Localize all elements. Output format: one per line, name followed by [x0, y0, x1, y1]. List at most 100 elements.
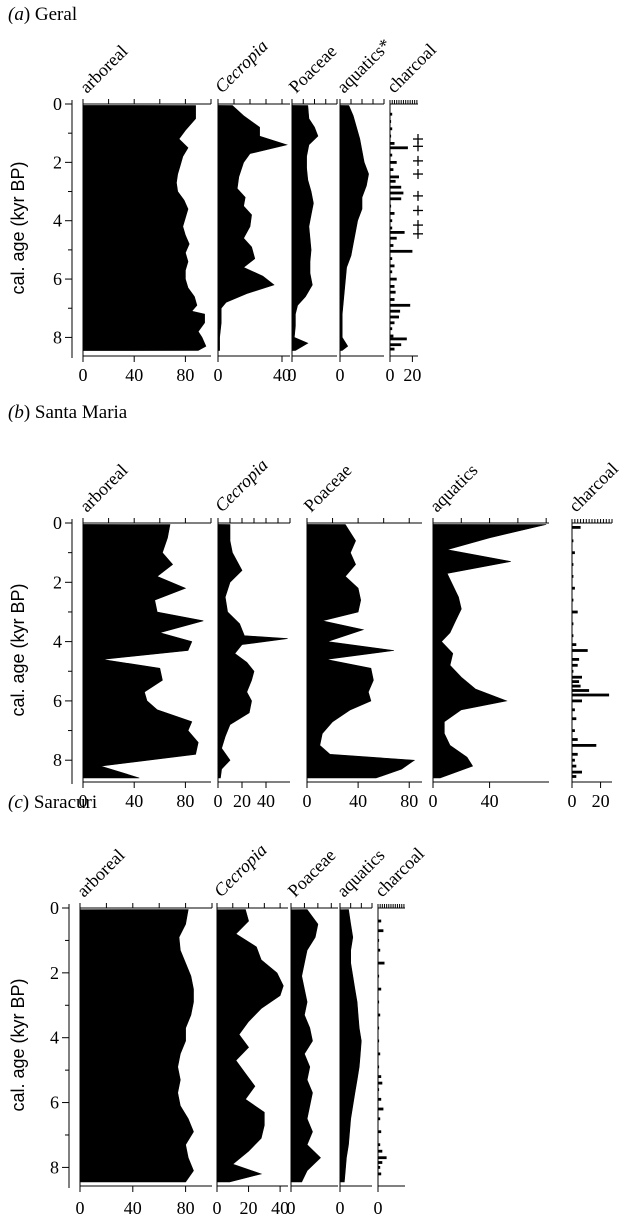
charcoal-bar — [378, 987, 382, 991]
charcoal-bar — [572, 586, 575, 590]
charcoal-bar — [390, 127, 393, 131]
x-tick-label: 0 — [386, 365, 395, 385]
charcoal-bar — [378, 1149, 383, 1153]
column-title: Poaceae — [284, 845, 340, 901]
column-title: Poaceae — [285, 41, 341, 97]
area-aquatics — [339, 105, 369, 351]
charcoal-bar — [390, 142, 395, 145]
charcoal-bar — [390, 315, 399, 319]
charcoal-bar — [390, 236, 397, 240]
x-tick-label: 40 — [124, 1198, 142, 1218]
x-tick-label: 40 — [125, 365, 143, 385]
y-tick-label: 0 — [53, 94, 62, 114]
charcoal-bar — [390, 257, 393, 260]
x-tick-label: 80 — [176, 365, 194, 385]
area-poaceae — [290, 909, 321, 1183]
charcoal-bar — [390, 285, 395, 288]
x-tick-label: 40 — [257, 791, 275, 811]
charcoal-bar — [390, 303, 411, 307]
y-tick-label: 8 — [53, 327, 62, 347]
column-title: Cecropia — [211, 455, 272, 516]
charcoal-bar — [390, 298, 395, 301]
y-tick-label: 6 — [53, 269, 62, 289]
x-tick-label: 40 — [481, 791, 499, 811]
charcoal-bar — [572, 634, 574, 638]
charcoal-bar — [572, 775, 577, 778]
charcoal-bar — [390, 134, 392, 138]
x-tick-label: 0 — [213, 1198, 222, 1218]
column-cecropia: Cecropia 0 20 40 — [210, 840, 289, 1218]
y-tick-label: 4 — [53, 211, 62, 231]
charcoal-bar — [390, 120, 392, 123]
charcoal-bar — [572, 622, 574, 626]
column-title: Cecropia — [210, 840, 271, 901]
panel-title: (c) Saracuri — [8, 792, 97, 813]
area-poaceae — [291, 105, 319, 351]
charcoal-bar — [390, 343, 402, 347]
charcoal-bar — [572, 717, 577, 721]
column-title: Poaceae — [300, 460, 356, 516]
charcoal-bar — [378, 1013, 381, 1017]
column-poaceae: Poaceae 0 — [284, 845, 340, 1218]
panel-santa-maria: (b) Santa Maria cal. age (kyr BP) 0 2 4 6 8 arb… — [8, 402, 622, 811]
column-arboreal: arboreal 0 40 80 — [76, 41, 212, 385]
charcoal-bar — [390, 204, 392, 208]
charcoal-bar — [378, 1107, 384, 1111]
y-axis-label: cal. age (kyr BP) — [8, 161, 28, 294]
area-aquatics — [339, 909, 362, 1183]
charcoal-bar — [378, 919, 382, 923]
charcoal-bar — [390, 168, 394, 171]
x-tick-label: 80 — [176, 791, 194, 811]
charcoal-bar — [390, 146, 408, 150]
charcoal-bar — [572, 649, 588, 652]
charcoal-bar — [390, 290, 396, 294]
charcoal-bar — [378, 929, 384, 933]
charcoal-bar — [390, 161, 397, 164]
charcoal-bar — [572, 643, 577, 646]
x-tick-label: 80 — [400, 791, 418, 811]
charcoal-bar — [378, 1172, 382, 1176]
column-title: aquatics* — [333, 35, 395, 97]
column-charcoal: charcoal 0 20 — [565, 459, 622, 811]
charcoal-bar — [378, 939, 380, 942]
column-title: arboreal — [76, 41, 132, 97]
column-arboreal: arboreal 0 40 80 — [76, 460, 212, 811]
y-axis-label: cal. age (kyr BP) — [8, 978, 28, 1111]
charcoal-bar — [378, 948, 381, 952]
charcoal-bar — [378, 1000, 380, 1004]
charcoal-bar — [572, 744, 597, 747]
x-tick-label: 20 — [403, 365, 421, 385]
column-arboreal: arboreal 0 40 80 — [73, 845, 213, 1218]
area-aquatics — [432, 524, 547, 779]
charcoal-bar — [378, 1065, 380, 1069]
x-tick-label: 0 — [79, 365, 88, 385]
charcoal-bar — [390, 334, 394, 338]
charcoal-bar — [378, 974, 380, 978]
charcoal-bar — [390, 219, 393, 223]
charcoal-bar — [572, 539, 574, 543]
charcoal-bar — [378, 1156, 387, 1160]
y-tick-label: 2 — [50, 963, 59, 983]
charcoal-bar — [572, 758, 575, 762]
x-tick-label: 20 — [233, 791, 251, 811]
x-tick-label: 0 — [287, 1198, 296, 1218]
charcoal-bar — [390, 337, 407, 341]
charcoal-bar — [390, 212, 395, 215]
x-tick-label: 0 — [288, 365, 297, 385]
area-cecropia — [217, 105, 288, 351]
charcoal-bar — [390, 264, 395, 268]
charcoal-bar — [390, 249, 413, 253]
x-tick-label: 0 — [76, 1198, 85, 1218]
column-title: arboreal — [73, 845, 129, 901]
charcoal-bar — [390, 112, 393, 116]
charcoal-bar — [378, 1161, 383, 1164]
charcoal-bar — [390, 347, 395, 351]
area-arboreal — [82, 524, 204, 779]
charcoal-bar — [572, 738, 578, 741]
charcoal-bar — [390, 185, 402, 189]
charcoal-bar — [572, 563, 574, 566]
column-title: arboreal — [76, 460, 132, 516]
charcoal-bar — [390, 270, 393, 274]
